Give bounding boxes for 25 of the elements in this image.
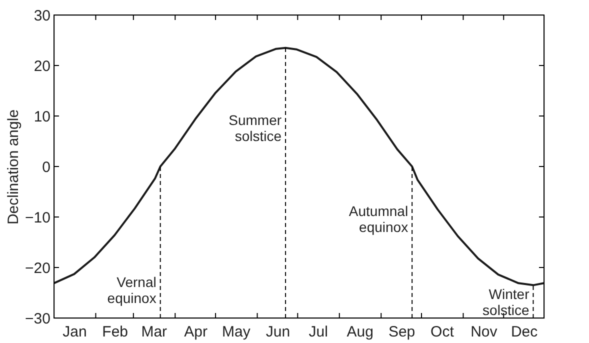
- x-tick-label: Apr: [184, 324, 208, 340]
- x-tick-label: Sep: [388, 324, 416, 340]
- x-tick-label: Feb: [102, 324, 128, 340]
- ref-line-label: Vernal equinox: [107, 274, 156, 306]
- y-tick-label: 10: [34, 108, 50, 126]
- x-tick-label: Jun: [266, 324, 290, 340]
- x-tick-label: Jul: [308, 324, 328, 340]
- line-series: [53, 46, 545, 286]
- y-tick-label: −20: [25, 260, 50, 277]
- x-tick-label: May: [222, 324, 251, 340]
- x-tick-label: Oct: [430, 324, 455, 340]
- y-axis-title: Declination angle: [5, 109, 22, 225]
- x-tick-label: Mar: [141, 324, 168, 340]
- ref-line-label: Summer solstice: [228, 112, 282, 144]
- y-tick-label: 30: [34, 8, 50, 24]
- ref-line-label: Autumnal equinox: [348, 203, 408, 235]
- x-tick-label: Jan: [62, 324, 87, 340]
- ref-line-label: Winter solstice: [482, 286, 530, 318]
- y-tick-label: 0: [42, 159, 50, 176]
- y-tick-label: −30: [25, 310, 50, 328]
- x-tick-label: Nov: [470, 324, 498, 340]
- x-tick-label: Dec: [510, 324, 538, 340]
- x-tick-label: Aug: [346, 324, 374, 340]
- y-tick-label: 20: [34, 58, 50, 75]
- y-tick-label: −10: [25, 210, 50, 226]
